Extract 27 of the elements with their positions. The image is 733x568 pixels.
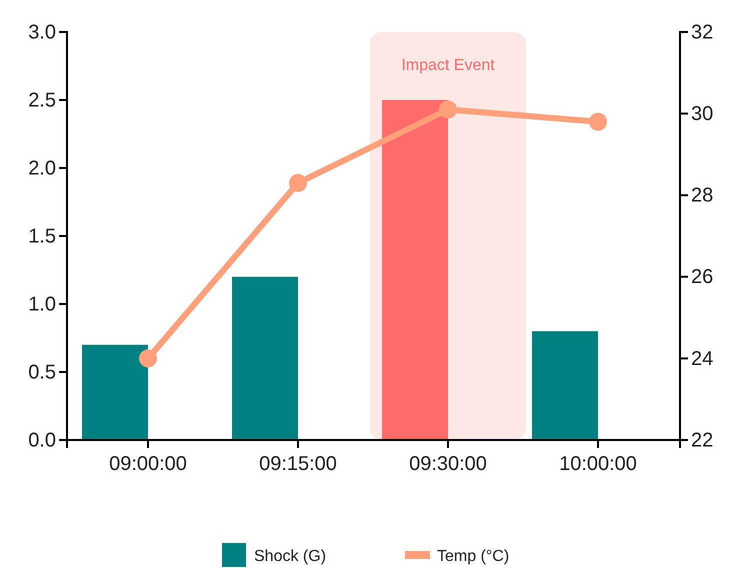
bar (232, 276, 298, 440)
y-tick-label: 2.0 (28, 157, 56, 180)
point (589, 112, 607, 131)
bar (532, 331, 598, 440)
y2-tick-label: 24 (691, 348, 714, 370)
x-tick-label: 09:15:00 (259, 453, 337, 476)
x-tick-label: 09:00:00 (109, 453, 187, 476)
y2-tick-label: 22 (691, 429, 714, 452)
x-tick-label: 09:30:00 (409, 453, 487, 476)
legend-label: Temp (°C) (437, 548, 510, 565)
y-tick-label: 1.5 (28, 225, 56, 248)
y-tick-label: 1.0 (28, 293, 56, 316)
point (139, 349, 157, 368)
legend-label: Shock (G) (254, 548, 326, 565)
x-tick-label: 10:00:00 (559, 453, 637, 476)
y-tick-label: 0.5 (28, 361, 56, 384)
y-tick-label: 3.0 (28, 21, 56, 44)
y-tick-label: 0.0 (28, 429, 56, 452)
point (289, 174, 307, 192)
point (439, 100, 457, 119)
y2-tick-label: 30 (691, 103, 714, 125)
bar (82, 344, 148, 440)
y-tick-label: 2.5 (28, 89, 56, 112)
y2-tick-label: 26 (691, 266, 714, 288)
y2-tick-label: 32 (691, 21, 714, 44)
band-label: Impact Event (401, 57, 496, 74)
y2-tick-label: 28 (691, 184, 714, 207)
